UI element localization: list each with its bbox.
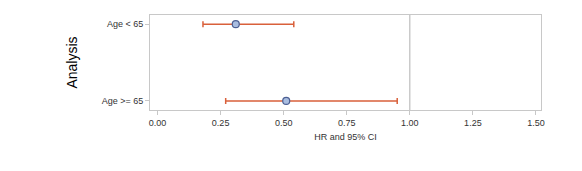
svg-text:0.75: 0.75 — [338, 118, 356, 128]
svg-text:1.50: 1.50 — [527, 118, 545, 128]
svg-text:Age < 65: Age < 65 — [107, 19, 143, 29]
svg-text:0.25: 0.25 — [212, 118, 230, 128]
svg-text:HR and 95% CI: HR and 95% CI — [314, 132, 377, 142]
svg-text:1.00: 1.00 — [401, 118, 419, 128]
svg-text:0.00: 0.00 — [149, 118, 167, 128]
svg-text:1.25: 1.25 — [464, 118, 482, 128]
svg-text:0.50: 0.50 — [275, 118, 293, 128]
svg-text:Age >= 65: Age >= 65 — [102, 96, 144, 106]
svg-text:Analysis: Analysis — [64, 36, 80, 88]
